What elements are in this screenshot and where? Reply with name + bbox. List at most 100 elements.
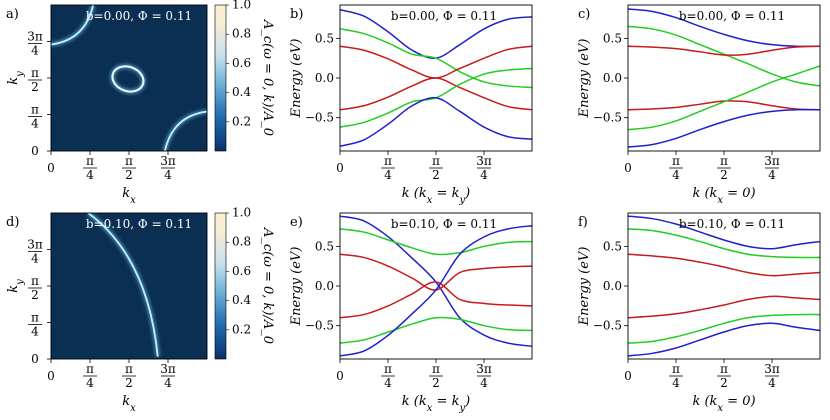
xtick-label-e-3-den: 4	[480, 376, 488, 390]
colorbar-label-a: A_c(ω = 0, k)/A_0	[260, 19, 275, 136]
ytick-label-a-1: π4	[28, 103, 42, 131]
xtick-label-a-2-num: π	[125, 154, 133, 168]
ytick-label-d-3-den: 4	[31, 252, 39, 266]
heatmap-a-features	[51, 5, 207, 151]
series-c-0	[627, 8, 820, 48]
xtick-label-f-2: π2	[717, 362, 731, 390]
xtick-label-b-2-num: π	[432, 154, 440, 168]
series-e-1	[339, 228, 532, 256]
series-f-5	[627, 322, 821, 357]
xtick-label-f-3-num: 3π	[764, 362, 780, 376]
ytick-label-a-3-den: 4	[31, 44, 39, 58]
plot-f-frame	[627, 212, 821, 360]
xtick-label-e-2-den: 2	[432, 376, 440, 390]
ytick-label-d-3: 3π4	[27, 238, 43, 266]
xtick-label-c-2-den: 2	[720, 168, 728, 182]
colorbar-d-tick-label-3: 0.8	[232, 235, 251, 249]
xtick-label-f-2-den: 2	[720, 376, 728, 390]
panel-letter-d: d)	[6, 215, 19, 230]
ytick-label-d-0-text: 0	[31, 352, 39, 366]
ytick-label-f-2: 0.5	[603, 239, 622, 253]
xtick-label-a-3-num: 3π	[160, 154, 176, 168]
xtick-label-d-1-den: 4	[86, 376, 94, 390]
colorbar-d-tick-label-1: 0.4	[232, 293, 251, 307]
series-b-3	[339, 77, 533, 111]
xtick-label-d-3: 3π4	[160, 362, 176, 390]
panel-letter-a: a)	[6, 7, 19, 22]
ytick-label-e-0: −0.5	[305, 319, 334, 333]
series-f-4	[627, 313, 820, 344]
xtick-label-f-3: 3π4	[764, 362, 780, 390]
xtick-label-d-1: π4	[83, 362, 97, 390]
xtick-label-c-3: 3π4	[764, 154, 780, 182]
ytick-label-f-0: −0.5	[593, 319, 622, 333]
xtick-label-c-2: π2	[717, 154, 731, 182]
xtick-label-c-0: 0	[624, 161, 632, 175]
xtick-label-b-1-num: π	[384, 154, 392, 168]
annotation-a: b=0.00, Φ = 0.11	[86, 9, 192, 23]
xtick-label-c-1-num: π	[672, 154, 680, 168]
xtick-label-a-0-text: 0	[47, 161, 55, 175]
xtick-label-e-2: π2	[429, 362, 443, 390]
ytick-label-a-2: π2	[28, 66, 42, 94]
xtick-label-c-3-num: 3π	[764, 154, 780, 168]
ytick-label-d-1-num: π	[31, 311, 39, 325]
xtick-label-e-3: 3π4	[476, 362, 492, 390]
plot-f-series	[627, 215, 821, 357]
xtick-label-b-3-num: 3π	[476, 154, 492, 168]
xtick-label-b-1: π4	[381, 154, 395, 182]
xtick-label-a-1-den: 4	[86, 168, 94, 182]
series-f-3	[627, 295, 820, 319]
xtick-label-a-1: π4	[83, 154, 97, 182]
xtick-label-e-0: 0	[336, 369, 344, 383]
xtick-label-c-1-den: 4	[672, 168, 680, 182]
plot-e-frame	[339, 212, 533, 360]
xlabel-d: kx	[122, 394, 136, 414]
panel-letter-f: f)	[578, 215, 588, 230]
xtick-label-c-3-den: 4	[768, 168, 776, 182]
panel-letter-b: b)	[290, 7, 303, 22]
xlabel-a: kx	[122, 186, 136, 206]
series-b-1	[339, 28, 532, 89]
ytick-label-a-2-den: 2	[31, 80, 39, 94]
ytick-label-e-1: 0.0	[315, 279, 334, 293]
xtick-label-e-1-den: 4	[384, 376, 392, 390]
ytick-label-d-1-den: 4	[31, 325, 39, 339]
xtick-label-d-1-num: π	[86, 362, 94, 376]
ylabel-e: Energy (eV)	[289, 247, 304, 327]
xtick-label-b-0: 0	[336, 161, 344, 175]
series-f-2	[627, 253, 820, 277]
ytick-label-d-1: π4	[28, 311, 42, 339]
xtick-label-b-1-den: 4	[384, 168, 392, 182]
ytick-label-d-3-num: 3π	[27, 238, 43, 252]
xtick-label-f-3-den: 4	[768, 376, 776, 390]
ytick-label-a-0-text: 0	[31, 144, 39, 158]
plot-c-frame	[627, 4, 821, 152]
xtick-label-f-1-den: 4	[672, 376, 680, 390]
panel-d: b=0.10, Φ = 0.110 π4π23π40π4π23π4kxky0.20…	[6, 206, 275, 414]
ytick-label-b-1: 0.0	[315, 71, 334, 85]
xtick-label-e-1-num: π	[384, 362, 392, 376]
xtick-label-c-0-text: 0	[624, 161, 632, 175]
colorbar-d-tick-label-4: 1.0	[232, 206, 251, 220]
ytick-label-d-2-num: π	[31, 274, 39, 288]
ytick-label-a-0: 0	[31, 144, 39, 158]
colorbar-d-tick-label-0: 0.2	[232, 322, 251, 336]
plot-c-series	[627, 8, 821, 148]
xtick-label-f-1: π4	[669, 362, 683, 390]
ylabel-f: Energy (eV)	[577, 247, 592, 327]
xtick-label-b-2-den: 2	[432, 168, 440, 182]
xtick-label-a-1-num: π	[86, 154, 94, 168]
series-e-4	[339, 316, 532, 344]
xtick-label-d-3-den: 4	[164, 376, 172, 390]
xtick-label-d-2: π2	[122, 362, 136, 390]
ytick-label-c-2: 0.5	[603, 31, 622, 45]
xtick-label-f-2-num: π	[720, 362, 728, 376]
xtick-label-f-0: 0	[624, 369, 632, 383]
colorbar-label-d: A_c(ω = 0, k)/A_0	[260, 227, 275, 344]
series-e-0	[339, 215, 533, 348]
xtick-label-c-2-num: π	[720, 154, 728, 168]
ytick-label-f-1: 0.0	[603, 279, 622, 293]
